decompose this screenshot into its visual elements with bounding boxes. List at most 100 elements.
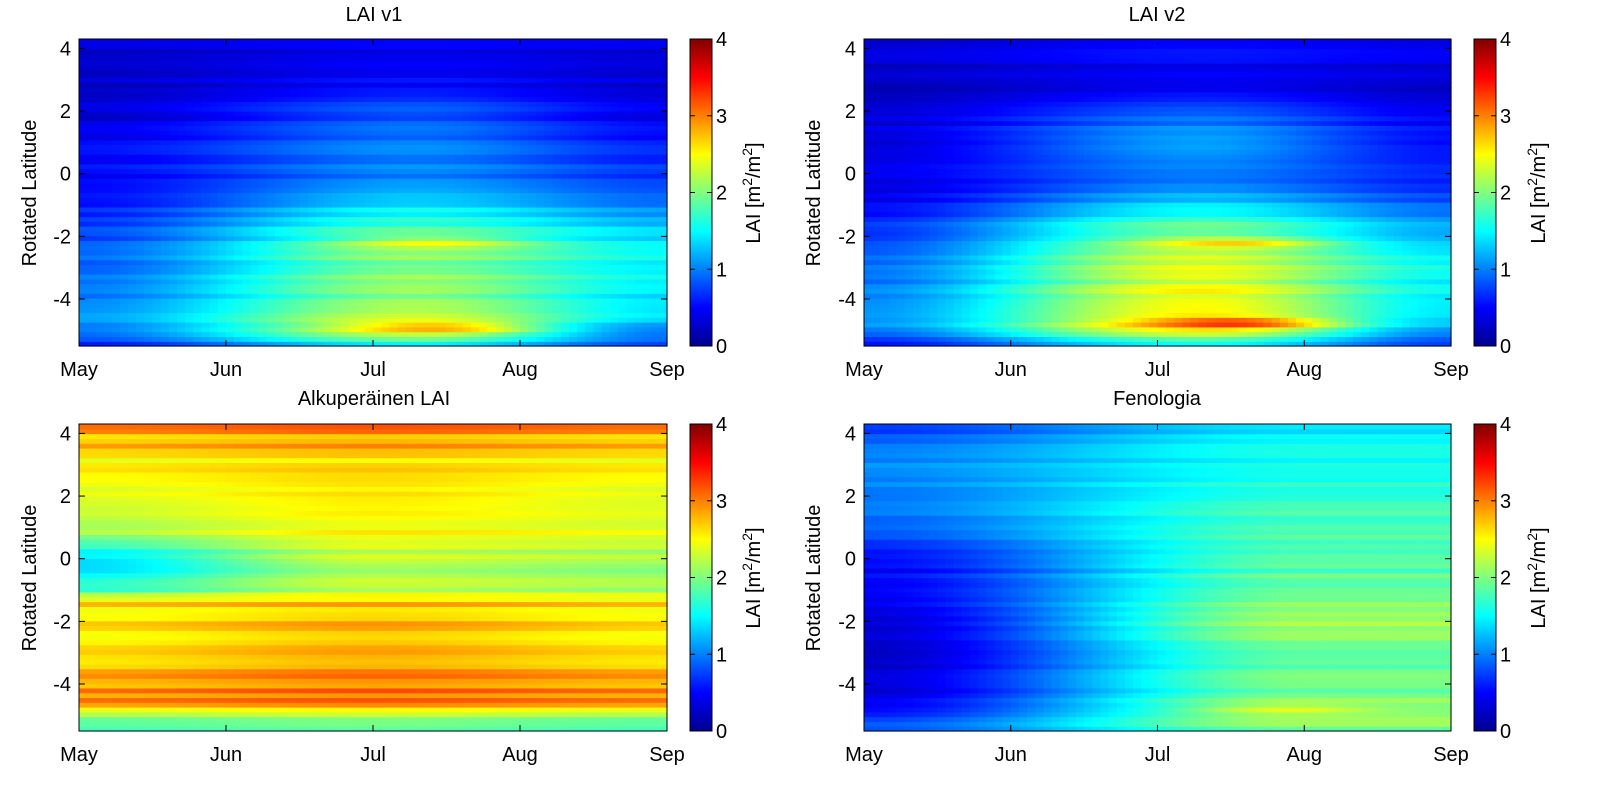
heatmap-cell xyxy=(193,307,203,314)
heatmap-cell xyxy=(1271,336,1281,342)
heatmap-cell xyxy=(397,288,407,294)
heatmap-cell xyxy=(405,178,415,184)
heatmap-cell xyxy=(389,211,399,218)
heatmap-cell xyxy=(373,336,382,342)
heatmap-cell xyxy=(209,259,219,266)
heatmap-cell xyxy=(119,278,129,285)
heatmap-cell xyxy=(593,192,603,198)
heatmap-cell xyxy=(250,211,260,218)
heatmap-cell xyxy=(462,317,472,323)
heatmap-cell xyxy=(160,43,170,50)
heatmap-cell xyxy=(283,120,292,126)
heatmap-cell xyxy=(168,158,178,165)
heatmap-cell xyxy=(234,62,243,69)
heatmap-cell xyxy=(168,254,178,261)
heatmap-cell xyxy=(250,62,260,69)
heatmap-cell xyxy=(585,288,595,294)
heatmap-cell xyxy=(364,206,374,213)
heatmap-cell xyxy=(389,67,399,74)
heatmap-cell xyxy=(356,115,366,122)
heatmap-cell xyxy=(495,269,505,275)
heatmap-cell xyxy=(658,326,668,333)
heatmap-cell xyxy=(242,62,252,69)
heatmap-cell xyxy=(503,326,513,333)
heatmap-cell xyxy=(577,67,586,74)
heatmap-cell xyxy=(618,187,627,194)
heatmap-cell xyxy=(209,149,219,155)
heatmap-cell xyxy=(258,226,268,232)
heatmap-cell xyxy=(969,336,979,342)
heatmap-cell xyxy=(626,139,635,146)
heatmap-cell xyxy=(560,144,570,150)
heatmap-cell xyxy=(291,197,301,203)
heatmap-cell xyxy=(185,101,194,107)
heatmap-cell xyxy=(585,134,595,141)
heatmap-cell xyxy=(634,158,644,165)
heatmap-cell xyxy=(307,163,317,170)
heatmap-cell xyxy=(152,110,162,117)
heatmap-cell xyxy=(495,144,505,150)
heatmap-cell xyxy=(79,322,88,328)
heatmap-cell xyxy=(324,106,333,112)
heatmap-cell xyxy=(634,86,644,93)
heatmap-cell xyxy=(511,101,521,107)
heatmap-cell xyxy=(1328,341,1338,347)
heatmap-cell xyxy=(119,312,129,318)
heatmap-cell xyxy=(1027,326,1036,333)
heatmap-cell xyxy=(258,149,268,155)
heatmap-cell xyxy=(634,125,644,131)
heatmap-cell xyxy=(185,168,194,174)
heatmap-cell xyxy=(520,144,529,150)
heatmap-cell xyxy=(1116,322,1126,328)
heatmap-cell xyxy=(642,283,652,290)
heatmap-cell xyxy=(258,86,268,93)
heatmap-cell xyxy=(356,86,366,93)
heatmap-cell xyxy=(618,230,627,237)
heatmap-cell xyxy=(462,48,472,54)
heatmap-cell xyxy=(520,158,529,165)
heatmap-cell xyxy=(160,154,170,160)
heatmap-cell xyxy=(552,91,562,98)
heatmap-cell xyxy=(201,96,211,102)
heatmap-cell xyxy=(1043,326,1053,333)
heatmap-cell xyxy=(193,125,203,131)
heatmap-cell xyxy=(389,197,399,203)
heatmap-cell xyxy=(454,125,464,131)
heatmap-cell xyxy=(658,58,668,64)
heatmap-cell xyxy=(177,173,186,179)
heatmap-cell xyxy=(291,139,301,146)
heatmap-cell xyxy=(1059,326,1069,333)
heatmap-cell xyxy=(642,235,652,242)
heatmap-cell xyxy=(193,197,203,203)
heatmap-cell xyxy=(560,134,570,141)
heatmap-cell xyxy=(258,58,268,64)
heatmap-cell xyxy=(569,173,578,179)
heatmap-cell xyxy=(634,274,644,280)
heatmap-cell xyxy=(324,77,333,83)
heatmap-cell xyxy=(193,39,203,45)
heatmap-cell xyxy=(87,120,96,126)
heatmap-cell xyxy=(422,134,431,141)
heatmap-cell xyxy=(626,254,635,261)
heatmap-cell xyxy=(658,106,668,112)
heatmap-cell xyxy=(569,250,578,256)
heatmap-cell xyxy=(226,202,235,208)
heatmap-cell xyxy=(593,259,603,266)
heatmap-cell xyxy=(511,250,521,256)
heatmap-cell xyxy=(430,110,439,117)
heatmap-cell xyxy=(413,317,423,323)
heatmap-cell xyxy=(201,331,211,338)
heatmap-cell xyxy=(315,72,325,78)
heatmap-cell xyxy=(340,48,350,54)
heatmap-cell xyxy=(430,48,439,54)
heatmap-cell xyxy=(446,72,456,78)
heatmap-cell xyxy=(536,226,546,232)
heatmap-cell xyxy=(373,178,382,184)
heatmap-cell xyxy=(209,202,219,208)
heatmap-cell xyxy=(454,254,464,261)
heatmap-cell xyxy=(520,202,529,208)
heatmap-cell xyxy=(299,96,309,102)
heatmap-cell xyxy=(520,72,529,78)
heatmap-cell xyxy=(332,39,341,45)
heatmap-cell xyxy=(462,322,472,328)
